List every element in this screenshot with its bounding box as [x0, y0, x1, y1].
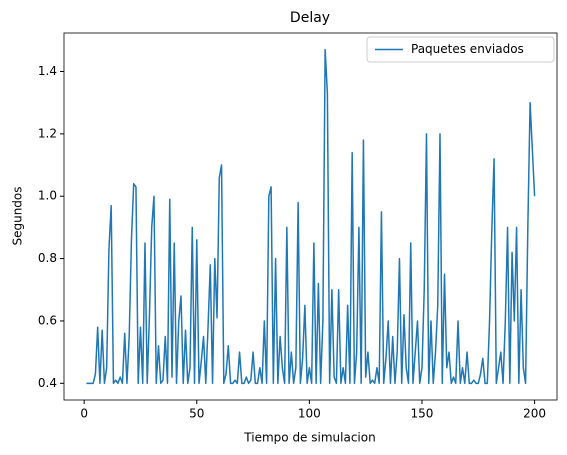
y-tick-label: 1.2: [38, 126, 57, 140]
y-tick-label: 1.4: [38, 64, 57, 78]
plot-frame: [63, 32, 558, 401]
y-tick-label: 0.8: [38, 251, 57, 265]
x-tick-label: 50: [189, 407, 204, 421]
y-tick-label: 1.0: [38, 189, 57, 203]
chart-title: Delay: [290, 10, 330, 26]
y-tick-label: 0.4: [38, 376, 57, 390]
y-axis-label: Segundos: [11, 186, 25, 245]
x-tick-label: 200: [523, 407, 546, 421]
x-tick-label: 100: [298, 407, 321, 421]
y-tick-label: 0.6: [38, 313, 57, 327]
legend-label: Paquetes enviados: [411, 42, 524, 56]
data-line: [86, 48, 536, 385]
x-tick-label: 0: [80, 407, 88, 421]
x-axis-label: Tiempo de simulacion: [243, 431, 375, 445]
legend-box: [366, 36, 555, 63]
x-tick-label: 150: [411, 407, 434, 421]
